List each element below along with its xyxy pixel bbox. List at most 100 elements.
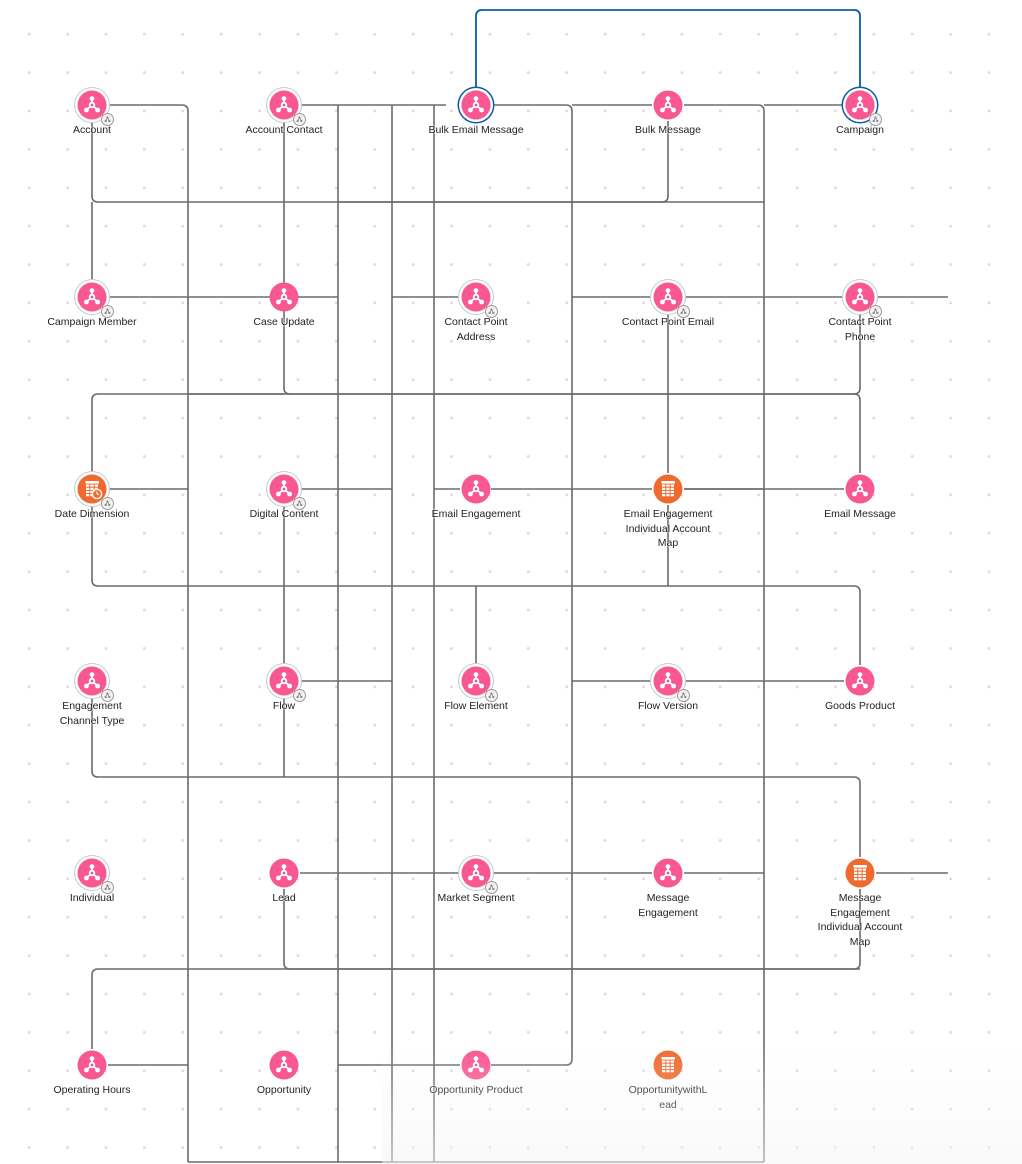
- object-glyph: [653, 666, 683, 696]
- entity-node-flow[interactable]: Flow: [229, 666, 339, 714]
- entity-label: Case Update: [253, 316, 315, 328]
- entity-node-campaign-member[interactable]: Campaign Member: [37, 282, 147, 330]
- object-icon[interactable]: [461, 282, 498, 318]
- object-glyph: [653, 282, 683, 312]
- calendar-table-icon[interactable]: [77, 474, 114, 510]
- object-glyph: [269, 858, 299, 888]
- object-icon[interactable]: [461, 90, 491, 120]
- object-icon[interactable]: [77, 858, 114, 894]
- table-glyph: [845, 858, 875, 888]
- entity-label: Opportunity: [256, 1084, 312, 1096]
- table-icon[interactable]: [845, 858, 875, 888]
- object-icon[interactable]: [77, 90, 114, 126]
- related-objects-badge-icon: [101, 497, 114, 510]
- related-objects-badge-icon: [485, 689, 498, 702]
- object-icon[interactable]: [77, 282, 114, 318]
- entity-node-email-engagement[interactable]: Email Engagement: [421, 474, 531, 522]
- relationship-line[interactable]: [91, 968, 860, 1049]
- object-glyph: [845, 474, 875, 504]
- entity-label: Bulk Email Message: [428, 124, 524, 136]
- entity-label: Market Segment: [437, 892, 515, 904]
- relationship-line[interactable]: [108, 104, 189, 1162]
- entity-node-flow-version[interactable]: Flow Version: [613, 666, 723, 714]
- relationship-line[interactable]: [491, 104, 573, 1066]
- object-icon[interactable]: [653, 666, 690, 702]
- entity-node-account[interactable]: Account: [37, 90, 147, 138]
- related-objects-badge-icon: [869, 305, 882, 318]
- highlighted-relationship-line[interactable]: [475, 9, 861, 90]
- relationship-line[interactable]: [684, 104, 765, 1162]
- related-objects-badge-icon: [677, 689, 690, 702]
- related-badge-glyph: [104, 308, 111, 315]
- entity-node-engagement-channel-type[interactable]: Engagement Channel Type: [37, 666, 147, 728]
- entity-node-account-contact[interactable]: Account Contact: [229, 90, 339, 138]
- object-icon[interactable]: [845, 282, 882, 318]
- object-icon[interactable]: [461, 666, 498, 702]
- entity-node-campaign[interactable]: Campaign: [805, 90, 915, 138]
- object-icon[interactable]: [653, 90, 683, 120]
- object-icon[interactable]: [461, 858, 498, 894]
- object-icon[interactable]: [845, 474, 875, 504]
- entity-node-contact-point-phone[interactable]: Contact Point Phone: [805, 282, 915, 344]
- object-icon[interactable]: [269, 90, 306, 126]
- entity-node-date-dimension[interactable]: Date Dimension: [37, 474, 147, 522]
- object-glyph: [77, 282, 107, 312]
- relationship-line[interactable]: [91, 121, 669, 203]
- entity-node-contact-point-address[interactable]: Contact Point Address: [421, 282, 531, 344]
- related-objects-badge-icon: [293, 689, 306, 702]
- object-icon[interactable]: [269, 282, 299, 312]
- object-icon[interactable]: [845, 666, 875, 696]
- object-icon[interactable]: [461, 474, 491, 504]
- entity-node-flow-element[interactable]: Flow Element: [421, 666, 531, 714]
- object-glyph: [653, 858, 683, 888]
- entity-node-message-engagement-individual-account-map[interactable]: Message Engagement Individual Account Ma…: [805, 858, 915, 949]
- object-icon[interactable]: [77, 1050, 107, 1080]
- object-glyph: [461, 666, 491, 696]
- entity-node-case-update[interactable]: Case Update: [229, 282, 339, 330]
- entity-node-opportunitywithlead[interactable]: OpportunitywithL ead: [613, 1050, 723, 1112]
- related-badge-glyph: [104, 500, 111, 507]
- entity-label: Flow Element: [444, 700, 508, 712]
- object-glyph: [269, 666, 299, 696]
- entity-node-opportunity-product[interactable]: Opportunity Product: [421, 1050, 531, 1098]
- object-glyph: [461, 90, 491, 120]
- entity-label: Email Engagement: [431, 508, 521, 520]
- related-badge-glyph: [872, 308, 879, 315]
- object-glyph: [461, 1050, 491, 1080]
- object-icon[interactable]: [269, 666, 306, 702]
- object-icon[interactable]: [845, 90, 882, 126]
- entity-node-goods-product[interactable]: Goods Product: [805, 666, 915, 714]
- entity-node-email-message[interactable]: Email Message: [805, 474, 915, 522]
- entity-node-opportunity[interactable]: Opportunity: [229, 1050, 339, 1098]
- object-icon[interactable]: [77, 666, 114, 702]
- object-glyph: [77, 666, 107, 696]
- entity-label: Campaign: [836, 124, 884, 136]
- entity-node-market-segment[interactable]: Market Segment: [421, 858, 531, 906]
- relationship-line[interactable]: [91, 393, 861, 473]
- object-icon[interactable]: [269, 474, 306, 510]
- object-icon[interactable]: [653, 858, 683, 888]
- entity-node-message-engagement[interactable]: Message Engagement: [613, 858, 723, 920]
- entity-label: Contact Point Phone: [828, 316, 892, 343]
- entity-node-digital-content[interactable]: Digital Content: [229, 474, 339, 522]
- entity-node-lead[interactable]: Lead: [229, 858, 339, 906]
- entity-node-email-engagement-individual-account-map[interactable]: Email Engagement Individual Account Map: [613, 474, 723, 551]
- object-icon[interactable]: [269, 1050, 299, 1080]
- object-icon[interactable]: [269, 858, 299, 888]
- object-icon[interactable]: [653, 282, 690, 318]
- entity-node-contact-point-email[interactable]: Contact Point Email: [613, 282, 723, 330]
- relationship-line[interactable]: [91, 697, 861, 857]
- entity-node-individual[interactable]: Individual: [37, 858, 147, 906]
- entity-node-operating-hours[interactable]: Operating Hours: [37, 1050, 147, 1098]
- object-glyph: [77, 1050, 107, 1080]
- object-glyph: [269, 474, 299, 504]
- entity-label: Bulk Message: [635, 124, 701, 136]
- object-icon[interactable]: [461, 1050, 491, 1080]
- table-icon[interactable]: [653, 474, 683, 504]
- entity-node-bulk-email-message[interactable]: Bulk Email Message: [421, 90, 531, 138]
- entity-label: Message Engagement Individual Account Ma…: [817, 892, 903, 948]
- table-icon[interactable]: [653, 1050, 683, 1080]
- object-glyph: [77, 90, 107, 120]
- entity-node-bulk-message[interactable]: Bulk Message: [613, 90, 723, 138]
